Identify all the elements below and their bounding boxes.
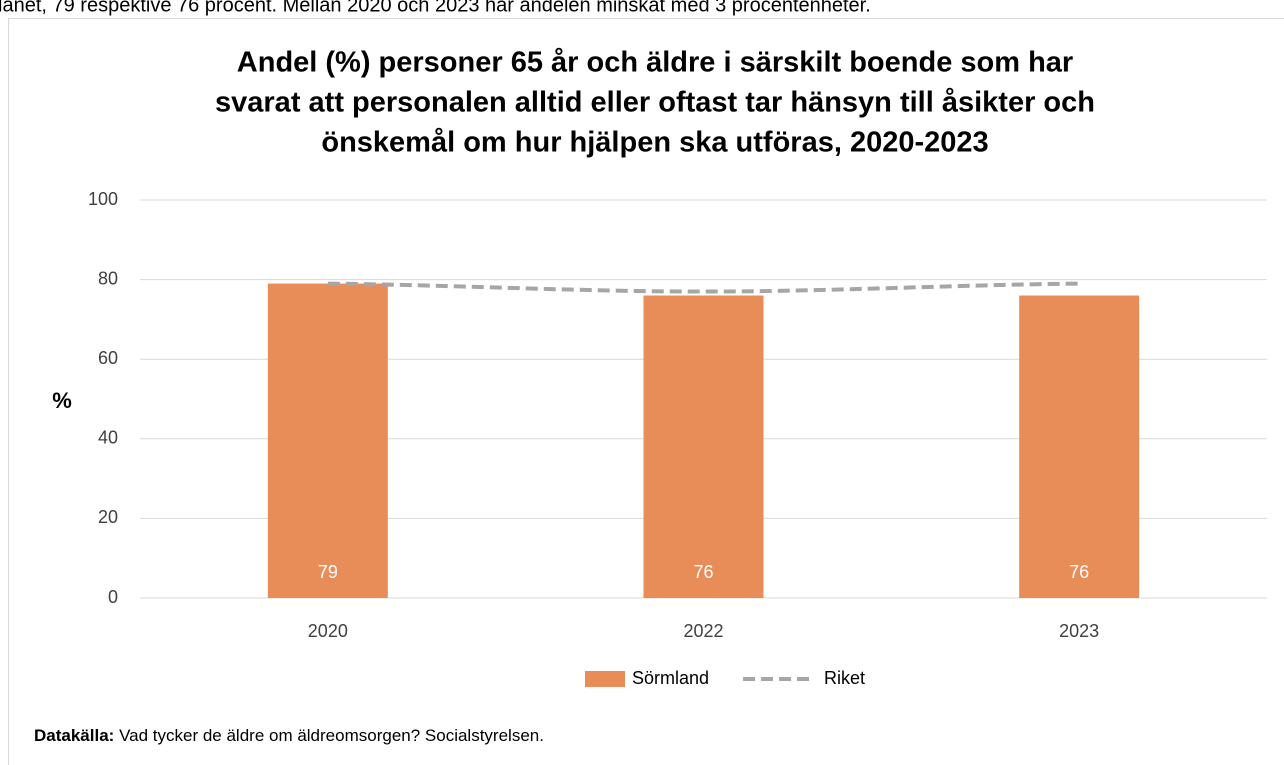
legend-label: Riket [824, 668, 865, 688]
y-axis-label: % [52, 388, 72, 413]
legend-label: Sörmland [632, 668, 709, 688]
chart-title: önskemål om hur hjälpen ska utföras, 202… [321, 127, 988, 159]
top-text: länet, 79 respektive 76 procent. Mellan … [0, 0, 871, 16]
source: Datakälla: Vad tycker de äldre om äldreo… [34, 726, 544, 745]
bar [643, 295, 764, 598]
x-tick-label: 2020 [308, 621, 348, 641]
x-tick-label: 2022 [683, 621, 723, 641]
y-tick-label: 40 [98, 428, 118, 448]
chart-title: Andel (%) personer 65 år och äldre i sär… [237, 47, 1073, 79]
chart-frame [8, 18, 1284, 765]
y-tick-label: 60 [98, 348, 118, 368]
chart-title: svarat att personalen alltid eller oftas… [215, 87, 1095, 119]
source-text: Vad tycker de äldre om äldreomsorgen? So… [119, 726, 544, 745]
legend-swatch [585, 671, 625, 687]
bar [1019, 295, 1140, 598]
y-tick-label: 100 [88, 189, 118, 209]
data-label: 76 [693, 562, 713, 582]
data-label: 79 [318, 562, 338, 582]
source-label: Datakälla: [34, 726, 114, 745]
line-series [327, 281, 1080, 294]
bar [267, 283, 388, 598]
y-tick-label: 0 [108, 587, 118, 607]
y-tick-label: 20 [98, 507, 118, 527]
x-tick-label: 2023 [1059, 621, 1099, 641]
data-label: 76 [1069, 562, 1089, 582]
y-tick-label: 80 [98, 268, 118, 288]
